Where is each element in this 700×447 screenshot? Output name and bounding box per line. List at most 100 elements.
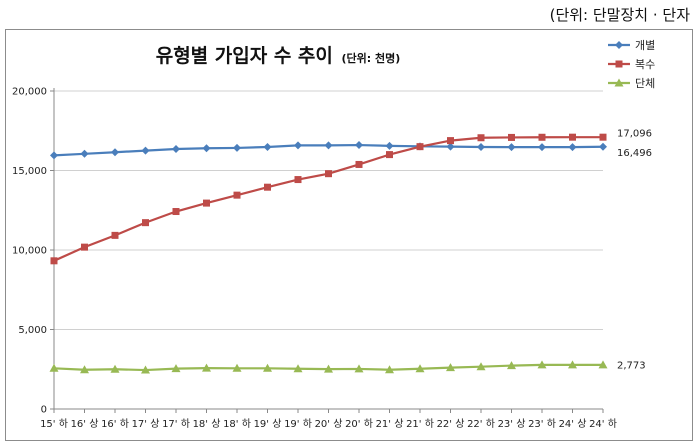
data-point	[81, 243, 88, 251]
y-tick-label: 0	[41, 405, 47, 416]
x-tick-label: 16' 하	[101, 417, 129, 430]
series-line	[53, 136, 603, 262]
x-tick-label: 21' 상	[376, 418, 404, 430]
data-point	[172, 208, 180, 216]
y-tick-label: 15,000	[12, 166, 47, 177]
gridlines	[54, 90, 603, 330]
data-point	[80, 365, 89, 374]
data-label: 16,496	[617, 148, 652, 159]
legend-label: 복수	[635, 58, 655, 71]
data-point	[477, 142, 485, 151]
data-point	[416, 143, 424, 151]
data-point	[324, 364, 333, 373]
x-tick-label: 22' 하	[467, 417, 495, 430]
x-tick-label: 21' 하	[406, 417, 434, 430]
x-tick-label: 18' 하	[223, 417, 251, 430]
data-point	[50, 257, 58, 265]
chart-title: 유형별 가입자 수 추이 (단위: 천명)	[156, 45, 401, 67]
series-1: 16,496	[50, 141, 652, 160]
data-point	[447, 137, 454, 145]
data-point	[49, 363, 59, 372]
data-point	[294, 176, 302, 184]
data-point	[80, 149, 89, 158]
data-point	[325, 170, 332, 178]
data-point	[264, 183, 271, 191]
data-point	[386, 151, 393, 159]
data-point	[355, 141, 363, 150]
data-point	[293, 364, 303, 373]
x-tick-label: 17' 상	[132, 418, 160, 430]
data-point	[598, 360, 608, 369]
unit-note: (단위: 단말장치 · 단자	[549, 6, 690, 24]
legend-entry: 단체	[608, 77, 655, 90]
data-point	[263, 363, 272, 372]
data-point	[385, 141, 394, 150]
data-point	[507, 143, 516, 152]
data-point	[142, 219, 149, 227]
data-point	[172, 145, 180, 154]
data-point	[324, 141, 333, 150]
data-point	[50, 151, 58, 160]
data-point	[568, 143, 577, 152]
data-point	[476, 362, 486, 371]
data-point	[263, 142, 272, 151]
data-point	[508, 133, 515, 141]
data-point	[141, 365, 150, 374]
data-point	[110, 364, 120, 373]
x-tick-label: 24' 상	[559, 418, 587, 430]
x-tick-label: 23' 하	[528, 417, 556, 430]
x-tick-label: 15' 하	[40, 417, 68, 430]
legend-label: 단체	[635, 77, 655, 90]
x-tick-label: 17' 하	[162, 417, 190, 430]
chart-title-main: 유형별 가입자 수 추이	[156, 45, 333, 67]
x-tick-label: 20' 하	[345, 417, 373, 430]
data-point	[569, 133, 576, 141]
x-tick-label: 16' 상	[71, 418, 99, 430]
data-point	[355, 160, 363, 168]
data-point	[538, 133, 546, 141]
data-point	[141, 146, 150, 155]
data-point	[568, 360, 577, 369]
legend-entry: 개별	[608, 39, 655, 52]
series-3: 2,773	[49, 360, 646, 374]
data-point	[615, 60, 623, 68]
series-2: 17,096	[50, 129, 652, 265]
x-tick-label: 22' 상	[437, 418, 465, 430]
chart-frame: 유형별 가입자 수 추이 (단위: 천명) 0 5,000 10,000 15,000…	[5, 29, 693, 441]
data-point	[537, 360, 547, 369]
data-point	[599, 133, 607, 141]
data-point	[203, 199, 210, 207]
data-point	[232, 363, 242, 372]
x-tick-label: 23' 상	[498, 418, 526, 430]
y-tick-label: 10,000	[12, 246, 47, 257]
data-point	[446, 142, 455, 151]
data-point	[446, 363, 455, 372]
data-point	[354, 364, 364, 373]
data-point	[294, 141, 302, 150]
data-point	[111, 231, 119, 239]
data-point	[233, 143, 241, 152]
data-point	[171, 364, 181, 373]
data-point	[538, 143, 546, 152]
x-tick-label: 18' 상	[193, 418, 221, 430]
data-label: 17,096	[617, 129, 652, 140]
data-point	[507, 361, 516, 370]
data-point	[202, 144, 211, 153]
x-tick-label: 19' 하	[284, 417, 312, 430]
series-group: 16,496 17,096 2,773	[49, 129, 652, 374]
data-point	[614, 78, 624, 87]
data-point	[202, 363, 211, 372]
data-point	[415, 364, 425, 373]
chart-title-unit: (단위: 천명)	[342, 51, 401, 65]
data-point	[111, 148, 119, 157]
data-point	[477, 134, 485, 142]
y-tick-label: 20,000	[12, 87, 47, 98]
data-point	[599, 142, 607, 151]
y-tick-label: 5,000	[18, 325, 47, 336]
legend-label: 개별	[635, 39, 655, 52]
x-tick-label: 20' 상	[315, 418, 343, 430]
data-point	[615, 41, 623, 49]
line-chart: 유형별 가입자 수 추이 (단위: 천명) 0 5,000 10,000 15,000…	[12, 39, 655, 431]
